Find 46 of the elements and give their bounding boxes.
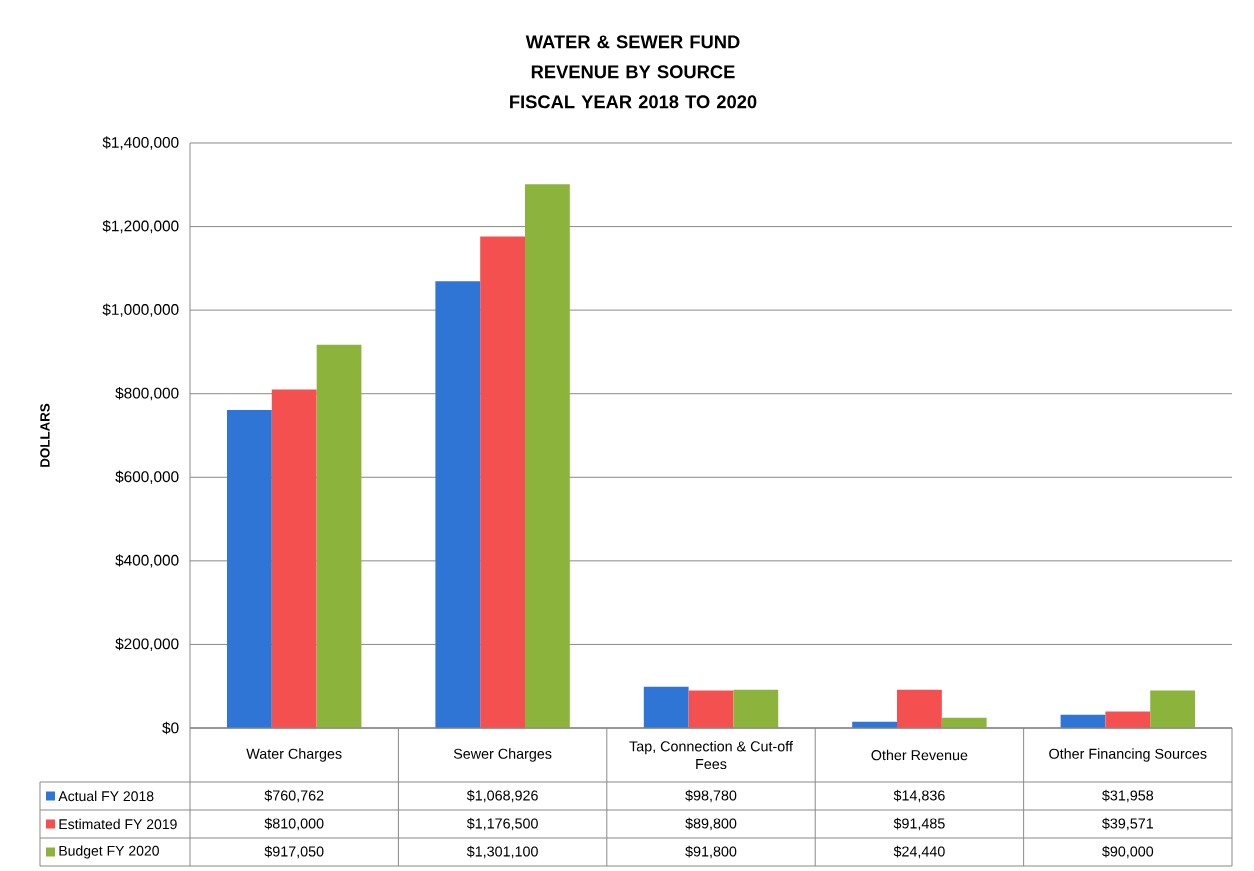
data-label: $91,485 <box>893 817 945 831</box>
x-tick-label: Tap, Connection & Cut-off Fees <box>629 740 793 770</box>
chart-subtitle: FISCAL YEAR 2018 TO 2020 <box>510 95 757 109</box>
x-tick-label: Water Charges <box>246 748 342 762</box>
bar <box>226 410 272 728</box>
data-label: $917,050 <box>264 845 324 859</box>
legend-label: Estimated FY 2019 <box>59 818 177 830</box>
y-tick-label: $0 <box>162 721 179 735</box>
bar <box>733 689 779 728</box>
legend-label: Budget FY 2020 <box>59 845 159 859</box>
legend-label: Actual FY 2018 <box>58 790 154 802</box>
bar <box>316 344 362 728</box>
data-label: $810,000 <box>264 817 324 831</box>
y-tick-label: $400,000 <box>115 554 179 568</box>
bar <box>525 184 570 728</box>
bar <box>897 689 942 728</box>
bar <box>435 281 481 728</box>
y-tick-label: $800,000 <box>115 387 179 401</box>
x-tick-label: Other Financing Sources <box>1049 748 1207 762</box>
chart-title: WATER & SEWER FUND REVENUE BY SOURCE <box>525 35 740 79</box>
data-label: $14,836 <box>893 789 945 803</box>
x-tick-label: Sewer Charges <box>453 748 552 762</box>
data-label: $1,176,500 <box>466 817 538 831</box>
y-tick-label: $1,400,000 <box>102 136 179 150</box>
data-label: $91,800 <box>685 845 737 859</box>
data-label: $1,068,926 <box>466 789 538 803</box>
y-tick-label: $1,000,000 <box>102 303 179 317</box>
bar <box>271 389 317 728</box>
data-label: $760,762 <box>264 789 324 803</box>
data-label: $1,301,100 <box>466 845 538 859</box>
data-label: $89,800 <box>685 817 737 831</box>
data-label: $39,571 <box>1102 817 1153 831</box>
bar <box>688 690 734 728</box>
y-tick-label: $1,200,000 <box>102 219 179 234</box>
y-axis-title: DOLLARS <box>40 403 50 467</box>
data-label: $90,000 <box>1102 845 1154 859</box>
bar <box>480 236 526 728</box>
bar <box>1150 690 1196 728</box>
bar <box>1105 711 1151 728</box>
data-label: $24,440 <box>893 845 945 859</box>
y-tick-label: $600,000 <box>115 470 179 484</box>
y-tick-label: $200,000 <box>115 637 179 652</box>
bar <box>643 686 689 728</box>
x-tick-label: Other Revenue <box>871 749 968 761</box>
data-label: $98,780 <box>685 789 737 803</box>
data-label: $31,958 <box>1102 789 1154 803</box>
